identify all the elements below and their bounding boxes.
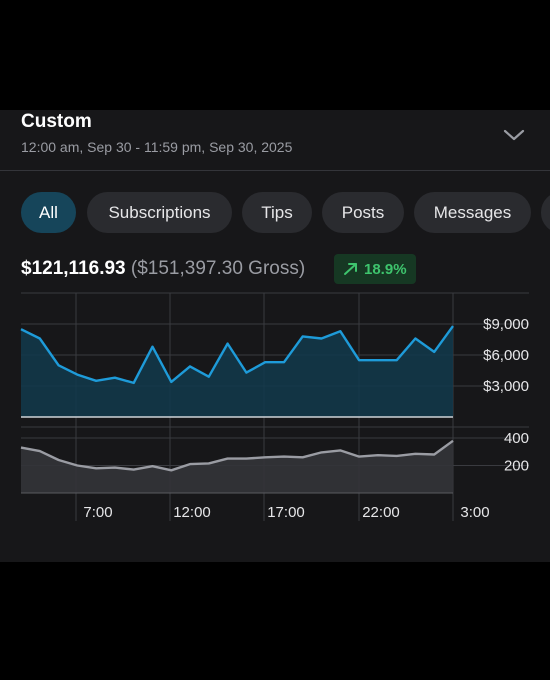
y-tick-label: 400	[504, 430, 529, 447]
gross-earnings: ($151,397.30 Gross)	[130, 258, 306, 279]
x-tick-label: 12:00	[173, 504, 211, 521]
y-tick-label: $9,000	[483, 316, 529, 333]
x-tick-label: 7:00	[83, 504, 112, 521]
earnings-panel: Custom 12:00 am, Sep 30 - 11:59 pm, Sep …	[0, 110, 550, 562]
date-range-header[interactable]: Custom 12:00 am, Sep 30 - 11:59 pm, Sep …	[0, 110, 550, 170]
change-badge: 18.9%	[334, 254, 416, 284]
net-earnings: $121,116.93	[21, 258, 126, 279]
change-value: 18.9%	[364, 261, 407, 278]
date-range-text: 12:00 am, Sep 30 - 11:59 pm, Sep 30, 202…	[21, 139, 293, 155]
y-tick-label: 200	[504, 458, 529, 475]
chip-messages[interactable]: Messages	[414, 192, 531, 233]
y-tick-label: $3,000	[483, 378, 529, 395]
chip-all[interactable]: All	[21, 192, 76, 233]
chip-posts[interactable]: Posts	[322, 192, 404, 233]
earnings-chart: $3,000 $6,000 $9,000 200 400 7:00 12:00 17:00 22…	[20, 292, 529, 521]
x-tick-label: 3:00	[460, 504, 489, 521]
x-tick-label: 22:00	[362, 504, 400, 521]
range-title: Custom	[21, 111, 92, 132]
chip-tips[interactable]: Tips	[242, 192, 312, 233]
series-area	[21, 326, 453, 417]
header-divider	[0, 170, 550, 171]
arrow-up-right-icon	[344, 263, 357, 275]
chip-subscriptions[interactable]: Subscriptions	[87, 192, 232, 233]
filter-chips: All Subscriptions Tips Posts Messages	[21, 192, 550, 233]
series-line	[20, 325, 454, 385]
chip-more[interactable]	[541, 192, 550, 233]
chevron-down-icon[interactable]	[502, 126, 526, 144]
x-tick-label: 17:00	[267, 504, 305, 521]
earnings-summary: $121,116.93 ($151,397.30 Gross)	[21, 258, 305, 280]
series-line	[20, 439, 454, 472]
series-area	[21, 440, 453, 493]
y-tick-label: $6,000	[483, 347, 529, 364]
